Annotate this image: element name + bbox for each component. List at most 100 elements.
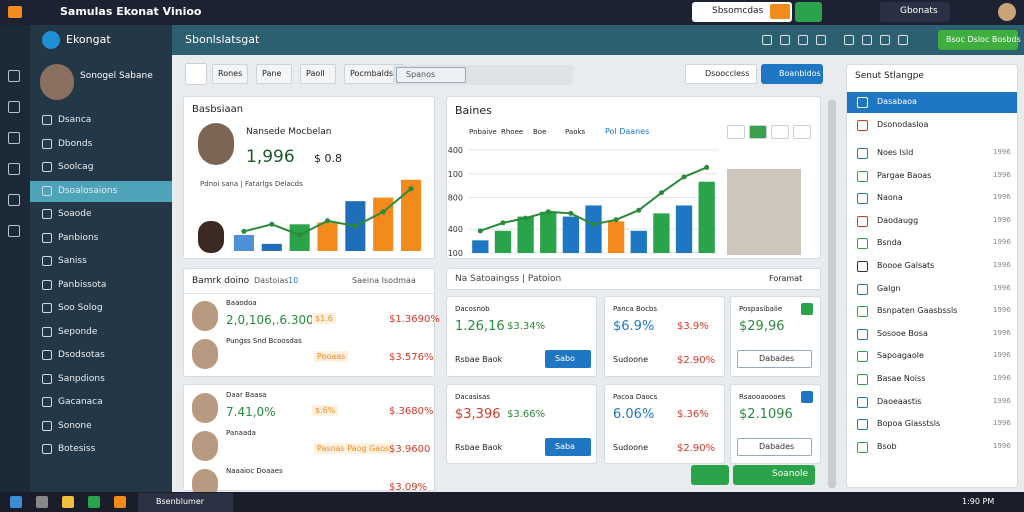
chart-tab[interactable]: Rhoee bbox=[501, 128, 524, 136]
header-icon[interactable] bbox=[898, 35, 908, 45]
chart-label: Pol Daanes bbox=[605, 127, 650, 136]
action-small[interactable] bbox=[691, 465, 729, 485]
taskbar-icon[interactable] bbox=[10, 496, 22, 508]
toolbar-tab[interactable] bbox=[300, 64, 336, 84]
stats-header: Na Satoaingss | Patoion Foramat bbox=[446, 268, 821, 290]
header-icon[interactable] bbox=[844, 35, 854, 45]
stat-card: Rsaooaoooes $2.1096 Dabades bbox=[730, 384, 821, 464]
toolbar-tab-label: Paoll bbox=[306, 69, 325, 78]
user-menu[interactable] bbox=[880, 2, 950, 22]
card-button[interactable] bbox=[545, 438, 591, 456]
taskbar-icon[interactable] bbox=[36, 496, 48, 508]
go-button[interactable] bbox=[795, 2, 822, 22]
card-button[interactable] bbox=[545, 350, 591, 368]
header-icon[interactable] bbox=[880, 35, 890, 45]
trend-point bbox=[380, 209, 386, 215]
side-item[interactable] bbox=[847, 437, 1017, 458]
stat-card: Panca Bocbs $6.9% $3.9% Sudoone $2.90% bbox=[604, 296, 725, 377]
side-label: Boooe Galsats bbox=[877, 261, 935, 270]
side-label: Dasabaoa bbox=[877, 97, 917, 106]
toolbar-search-text: Spanos bbox=[406, 70, 436, 79]
trend-point bbox=[591, 221, 596, 227]
side-label: Galgn bbox=[877, 283, 901, 293]
brand-name: Ekongat bbox=[66, 33, 111, 46]
bar bbox=[653, 213, 670, 253]
card-button-label: Saba bbox=[555, 442, 575, 451]
trend-point bbox=[297, 232, 303, 238]
sub-value: $ 0.8 bbox=[314, 152, 342, 165]
side-item[interactable] bbox=[847, 166, 1017, 187]
bar bbox=[401, 179, 422, 251]
card-value: $2.1096 bbox=[739, 407, 793, 422]
toolbar-tab[interactable] bbox=[212, 64, 248, 84]
bar bbox=[517, 216, 534, 253]
card-change: $.36% bbox=[677, 409, 709, 420]
card-badge bbox=[801, 391, 813, 403]
taskbar-icon[interactable] bbox=[114, 496, 126, 508]
nav-label: Panbissota bbox=[58, 279, 107, 290]
chart-tool[interactable] bbox=[793, 125, 811, 139]
side-item[interactable] bbox=[847, 143, 1017, 164]
trend-point bbox=[477, 228, 483, 234]
home-button[interactable] bbox=[185, 63, 207, 85]
search-text[interactable]: Sbsomcdas bbox=[712, 6, 764, 16]
chart-tab[interactable]: Paoks bbox=[565, 128, 586, 136]
side-item[interactable] bbox=[847, 369, 1017, 390]
taskbar-icon[interactable] bbox=[88, 496, 100, 508]
chart-panel: Baines Pnbaive Rhoee Boe Paoks Pol Daanes 100 4… bbox=[446, 96, 821, 259]
side-item[interactable] bbox=[847, 211, 1017, 232]
header bbox=[172, 25, 1024, 55]
side-item[interactable] bbox=[847, 392, 1017, 413]
toolbar-tab[interactable] bbox=[256, 64, 292, 84]
panel-link[interactable]: Saeina Isodmaa bbox=[352, 276, 416, 285]
chart-tool[interactable] bbox=[771, 125, 789, 139]
toolbar-button[interactable] bbox=[761, 64, 823, 84]
side-item[interactable] bbox=[847, 324, 1017, 345]
panel-link[interactable]: Foramat bbox=[769, 274, 803, 283]
side-item[interactable] bbox=[847, 279, 1017, 300]
rail-icon[interactable] bbox=[8, 225, 20, 237]
side-item[interactable] bbox=[847, 346, 1017, 367]
row-name: Baaodoa bbox=[226, 299, 257, 307]
panel-tab[interactable]: Dastoias bbox=[254, 276, 289, 285]
side-item[interactable] bbox=[847, 92, 1017, 113]
side-item[interactable] bbox=[847, 115, 1017, 136]
toolbar-select[interactable] bbox=[685, 64, 757, 84]
header-button[interactable] bbox=[938, 30, 1018, 50]
rail-icon[interactable] bbox=[8, 101, 20, 113]
tray-time: 1:90 PM bbox=[962, 497, 995, 506]
nav-icon bbox=[42, 397, 52, 407]
header-icon[interactable] bbox=[780, 35, 790, 45]
overview-chart bbox=[224, 152, 429, 255]
header-icon[interactable] bbox=[816, 35, 826, 45]
rail-icon[interactable] bbox=[8, 70, 20, 82]
header-icon[interactable] bbox=[762, 35, 772, 45]
side-label: Noes Isld bbox=[877, 148, 914, 157]
chart-tab[interactable]: Pnbaive bbox=[469, 128, 497, 136]
trend-point bbox=[636, 207, 642, 213]
search-button[interactable] bbox=[770, 4, 790, 19]
taskbar-app[interactable] bbox=[138, 493, 233, 512]
scrollbar bbox=[828, 100, 836, 488]
side-item[interactable] bbox=[847, 233, 1017, 254]
trend-point bbox=[681, 174, 687, 180]
chart-tab[interactable]: Boe bbox=[533, 128, 547, 136]
rail-icon[interactable] bbox=[8, 163, 20, 175]
side-value: 1996 bbox=[993, 328, 1011, 337]
chart-tool[interactable] bbox=[727, 125, 745, 139]
card-value: $29,96 bbox=[739, 319, 785, 334]
chart-tool[interactable] bbox=[749, 125, 767, 139]
window-title: Samulas Ekonat Vinioo bbox=[60, 5, 202, 18]
taskbar-icon[interactable] bbox=[62, 496, 74, 508]
trend-point bbox=[545, 209, 551, 215]
rail-icon[interactable] bbox=[8, 194, 20, 206]
nav-label: Panbions bbox=[58, 232, 99, 243]
header-icon[interactable] bbox=[798, 35, 808, 45]
side-item[interactable] bbox=[847, 188, 1017, 209]
action-button[interactable] bbox=[733, 465, 815, 485]
header-icon[interactable] bbox=[862, 35, 872, 45]
nav-item[interactable] bbox=[30, 180, 172, 202]
rail-icon[interactable] bbox=[8, 132, 20, 144]
card-button[interactable] bbox=[737, 438, 812, 456]
card-button[interactable] bbox=[737, 350, 812, 368]
